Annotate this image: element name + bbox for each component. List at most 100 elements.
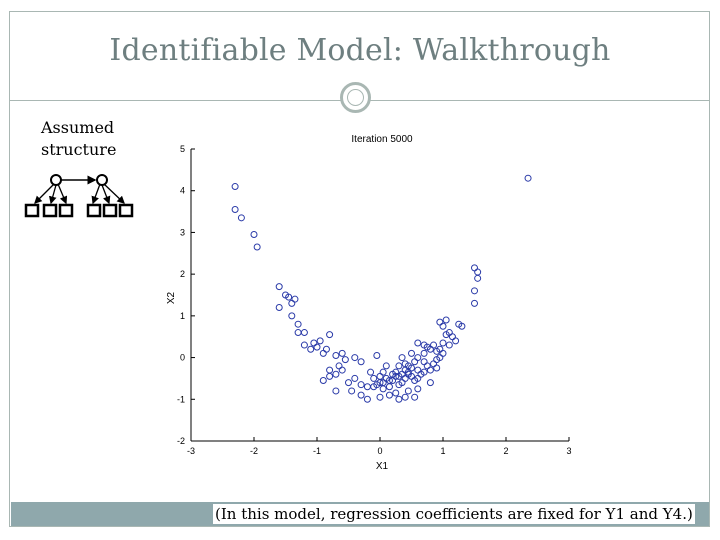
scatter-point: [373, 351, 381, 359]
title-ring-ornament: [340, 82, 371, 113]
scatter-point: [420, 349, 428, 357]
scatter-point: [395, 362, 403, 370]
x-tick-label: 3: [566, 446, 571, 456]
scatter-point: [414, 339, 422, 347]
scatter-point: [370, 383, 378, 391]
scatter-point: [423, 362, 431, 370]
scatter-point: [345, 379, 352, 387]
assumed-label-line2: structure: [41, 140, 117, 159]
observed-node: [102, 203, 118, 218]
scatter-point: [310, 339, 318, 347]
scatter-point: [474, 274, 482, 282]
x-tick-label: 1: [440, 446, 445, 456]
x-tick-label: -3: [187, 446, 195, 456]
scatter-point: [288, 299, 296, 307]
scatter-point: [363, 383, 371, 391]
scatter-point: [398, 354, 406, 362]
scatter-point: [231, 183, 239, 191]
scatter-point: [376, 372, 384, 380]
scatter-point: [436, 318, 444, 326]
scatter-point: [250, 231, 258, 239]
x-axis-label: X1: [376, 461, 389, 472]
loading-arrow: [91, 183, 101, 205]
scatter-point: [357, 391, 365, 399]
y-tick-label: 1: [180, 311, 185, 321]
scatter-point: [294, 329, 302, 337]
scatter-point: [341, 356, 349, 364]
scatter-point: [401, 374, 409, 382]
scatter-point: [401, 360, 409, 368]
chart-title: Iteration 5000: [351, 134, 413, 145]
observed-node: [42, 203, 58, 218]
scatter-point: [335, 362, 343, 370]
scatter-point: [385, 383, 393, 391]
scatter-point: [332, 351, 340, 359]
latent-node-1: [50, 174, 62, 186]
scatter-point: [404, 387, 412, 395]
scatter-point: [326, 372, 334, 380]
scatter-point: [307, 345, 315, 353]
scatter-point: [231, 205, 239, 213]
y-tick-label: 5: [180, 144, 185, 154]
scatter-point: [291, 295, 299, 303]
observed-node: [118, 203, 134, 218]
scatter-point: [313, 343, 321, 351]
observed-node: [58, 203, 74, 218]
scatter-point: [439, 349, 447, 357]
y-tick-label: 2: [180, 269, 185, 279]
scatter-point: [392, 389, 400, 397]
chart-axes: [190, 149, 569, 442]
x-tick-label: -2: [250, 446, 258, 456]
x-tick-label: -1: [313, 446, 321, 456]
y-tick-label: -1: [177, 394, 185, 404]
scatter-point: [237, 214, 245, 222]
scatter-point: [395, 395, 403, 403]
scatter-point: [379, 385, 387, 393]
scatter-point: [351, 354, 359, 362]
scatter-point: [420, 341, 428, 349]
structure-diagram: [24, 174, 134, 218]
assumed-structure-label: Assumed structure: [41, 117, 116, 161]
scatter-point: [471, 287, 478, 295]
footer-note: (In this model, regression coefficients …: [213, 504, 695, 524]
x-tick-label: 2: [503, 446, 508, 456]
scatter-point: [408, 349, 415, 357]
y-tick-label: 0: [180, 353, 185, 363]
scatter-point: [401, 393, 409, 401]
scatter-point: [363, 395, 371, 403]
scatter-point: [420, 358, 428, 366]
x-tick-label: 0: [377, 446, 382, 456]
latent-node-2: [96, 174, 108, 186]
scatter-point: [524, 174, 532, 182]
scatter-point: [300, 341, 308, 349]
loading-arrow: [57, 183, 68, 205]
scatter-point: [414, 366, 422, 374]
scatter-point: [382, 362, 390, 370]
scatter-point: [285, 293, 293, 301]
scatter-point: [442, 316, 450, 324]
scatter-point: [426, 366, 434, 374]
loading-arrow: [101, 184, 111, 205]
scatter-point: [338, 366, 346, 374]
scatter-point: [379, 368, 387, 376]
scatter-point: [367, 368, 375, 376]
y-tick-label: -2: [177, 436, 185, 446]
loading-arrow: [48, 184, 57, 205]
scatter-point: [376, 379, 384, 387]
observed-node: [86, 203, 102, 218]
y-axis-label: X2: [166, 291, 177, 304]
scatter-point: [426, 379, 434, 387]
scatter-point: [332, 370, 340, 378]
scatter-point: [332, 387, 340, 395]
scatter-point: [404, 368, 412, 376]
scatter-point: [319, 377, 327, 385]
scatter-point: [319, 349, 327, 357]
scatter-point: [351, 374, 359, 382]
scatter-point: [430, 360, 438, 368]
scatter-point: [414, 354, 422, 362]
scatter-point: [385, 377, 393, 385]
scatter-point: [326, 331, 334, 339]
scatter-point: [348, 387, 356, 395]
